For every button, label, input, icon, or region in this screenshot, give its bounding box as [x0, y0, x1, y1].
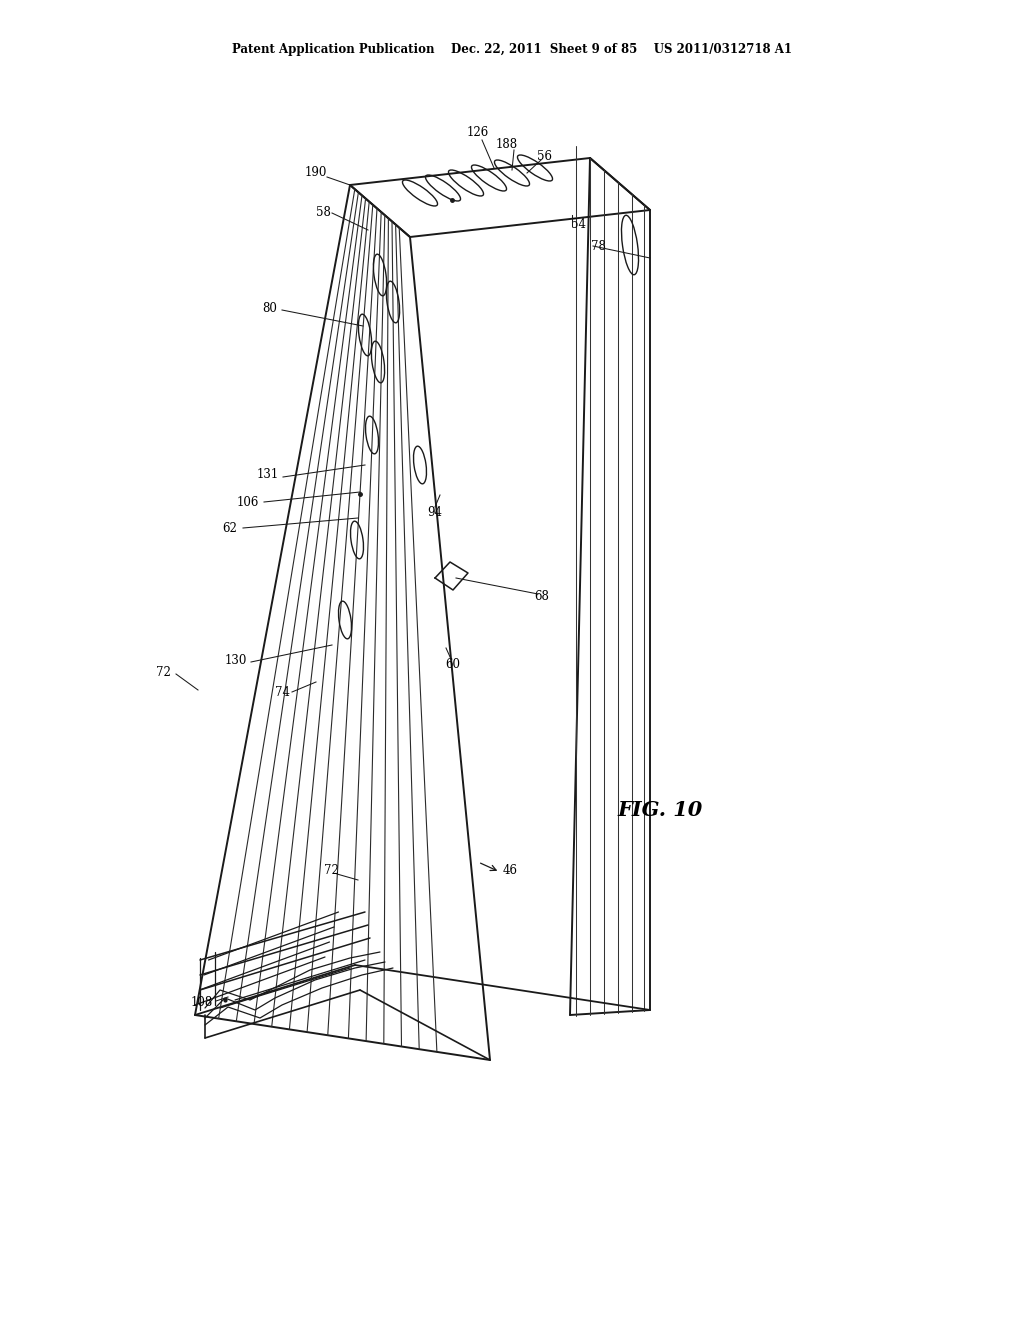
Text: 72: 72 — [156, 665, 170, 678]
Text: 62: 62 — [222, 521, 238, 535]
Text: 78: 78 — [591, 239, 605, 252]
Text: 58: 58 — [315, 206, 331, 219]
Text: 68: 68 — [535, 590, 550, 603]
Text: 188: 188 — [496, 139, 518, 152]
Text: 94: 94 — [427, 507, 442, 520]
Text: 74: 74 — [274, 686, 290, 700]
Text: Patent Application Publication    Dec. 22, 2011  Sheet 9 of 85    US 2011/031271: Patent Application Publication Dec. 22, … — [232, 44, 792, 57]
Text: 130: 130 — [225, 653, 247, 667]
Text: 106: 106 — [237, 495, 259, 508]
Text: 80: 80 — [262, 301, 278, 314]
Text: 72: 72 — [324, 863, 339, 876]
Text: 108: 108 — [190, 995, 213, 1008]
Text: 46: 46 — [503, 863, 517, 876]
Text: 56: 56 — [538, 150, 553, 164]
Text: FIG. 10: FIG. 10 — [617, 800, 702, 820]
Text: 190: 190 — [305, 166, 328, 180]
Text: 60: 60 — [445, 657, 461, 671]
Text: 54: 54 — [570, 219, 586, 231]
Text: 131: 131 — [257, 469, 280, 482]
Text: 126: 126 — [467, 127, 489, 140]
